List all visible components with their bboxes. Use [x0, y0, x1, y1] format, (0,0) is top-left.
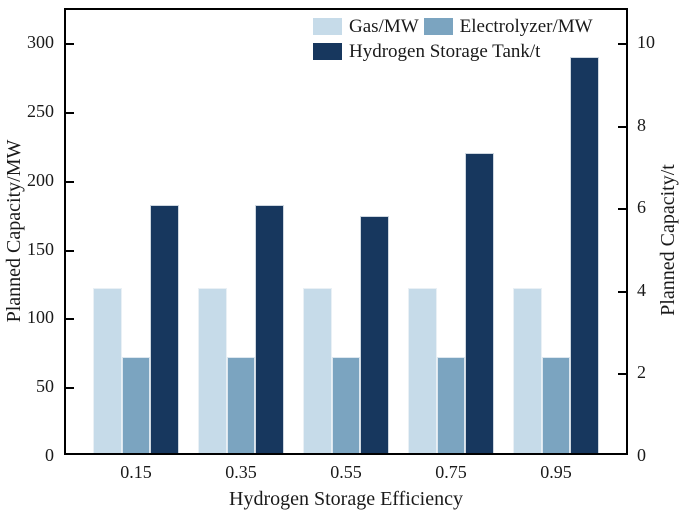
x-axis-label: Hydrogen Storage Efficiency	[229, 488, 463, 510]
x-tick-label: 0.35	[225, 462, 257, 482]
y-tick-label-left: 0	[45, 445, 54, 465]
y-tick-label-right: 0	[637, 445, 646, 465]
y-tick-label-right: 2	[637, 362, 646, 383]
legend-swatch-icon	[313, 43, 342, 60]
y-tick-left	[66, 180, 74, 183]
legend-label: Gas/MW	[349, 16, 419, 37]
y-axis-label-left: Planned Capacity/MW	[3, 139, 25, 323]
bar-electrolyzer-0.55	[331, 356, 361, 453]
legend-swatch-icon	[423, 18, 453, 35]
bar-hydrogen-storage-tank-0.35	[255, 205, 284, 453]
legend-item: Hydrogen Storage Tank/t	[313, 40, 540, 63]
legend-item: Gas/MW	[313, 15, 419, 38]
y-tick-left	[66, 249, 74, 252]
plot-area: Gas/MW Electrolyzer/MW Hydrogen Storage T…	[64, 8, 628, 455]
bar-electrolyzer-0.95	[541, 356, 571, 453]
y-tick-right	[618, 453, 626, 455]
legend-row: Gas/MW Electrolyzer/MW	[313, 14, 598, 39]
y-tick-label-left: 150	[27, 238, 54, 259]
y-tick-right	[618, 125, 626, 128]
y-tick-left	[66, 318, 74, 321]
y-tick-left	[66, 453, 74, 455]
y-tick-left	[66, 112, 74, 115]
legend-label: Hydrogen Storage Tank/t	[349, 41, 541, 62]
x-tick-label: 0.95	[540, 462, 572, 482]
y-tick-right	[618, 290, 626, 293]
x-tick-label: 0.55	[330, 462, 362, 482]
bar-gas-0.35	[198, 287, 227, 453]
bar-electrolyzer-0.35	[226, 356, 256, 453]
y-tick-left	[66, 43, 74, 46]
bar-gas-0.55	[303, 287, 332, 453]
legend-row: Hydrogen Storage Tank/t	[313, 39, 598, 64]
bar-hydrogen-storage-tank-0.75	[465, 153, 494, 453]
legend: Gas/MW Electrolyzer/MW Hydrogen Storage T…	[313, 14, 598, 64]
y-tick-label-left: 100	[27, 307, 54, 328]
bar-electrolyzer-0.15	[121, 356, 151, 453]
bar-gas-0.75	[408, 287, 437, 453]
bar-gas-0.15	[93, 287, 122, 453]
y-tick-right	[618, 208, 626, 211]
bar-hydrogen-storage-tank-0.55	[360, 215, 389, 453]
bar-electrolyzer-0.75	[436, 356, 466, 453]
bar-hydrogen-storage-tank-0.15	[150, 205, 179, 453]
legend-label: Electrolyzer/MW	[459, 16, 593, 37]
y-tick-left	[66, 387, 74, 390]
y-tick-label-left: 200	[27, 169, 54, 190]
y-tick-label-left: 250	[27, 101, 54, 122]
x-tick-label: 0.15	[120, 462, 152, 482]
y-tick-right	[618, 373, 626, 376]
y-tick-label-right: 10	[637, 32, 655, 53]
y-tick-label-left: 50	[36, 376, 54, 397]
legend-swatch-icon	[313, 18, 342, 35]
bar-gas-0.95	[513, 287, 542, 453]
legend-item: Electrolyzer/MW	[423, 15, 593, 38]
bar-hydrogen-storage-tank-0.95	[570, 56, 599, 453]
x-tick-label: 0.75	[435, 462, 467, 482]
y-tick-label-right: 6	[637, 197, 646, 218]
y-tick-label-left: 300	[27, 32, 54, 53]
y-tick-label-right: 4	[637, 279, 646, 300]
y-tick-right	[618, 43, 626, 46]
y-tick-label-right: 8	[637, 114, 646, 135]
